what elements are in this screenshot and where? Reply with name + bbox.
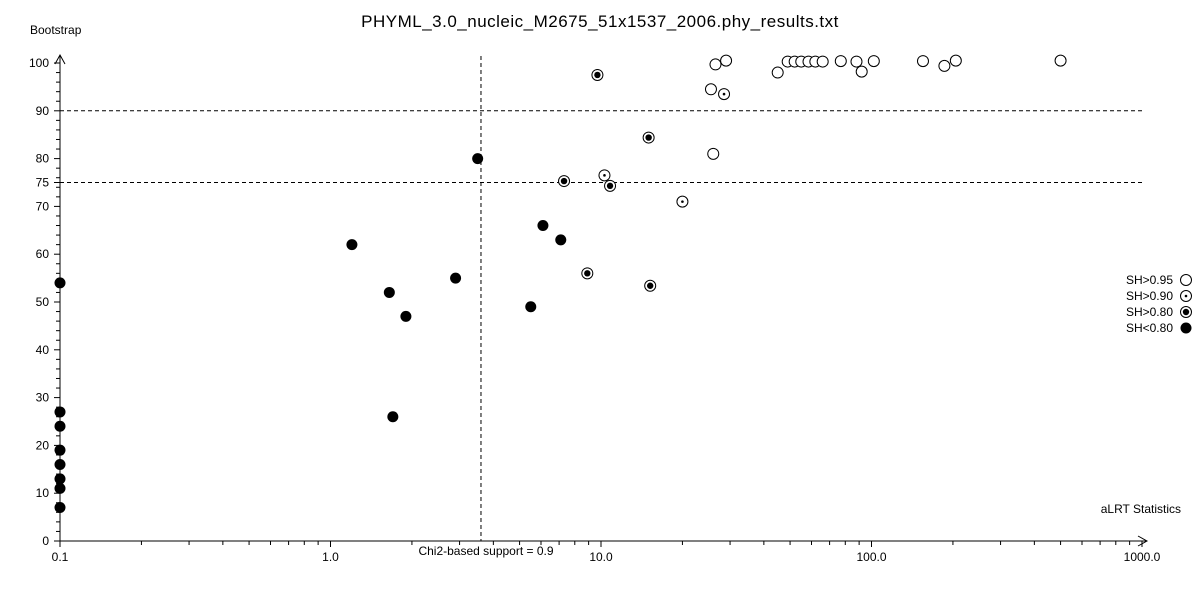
y-tick-label: 75 [36, 176, 50, 190]
data-point-dot [646, 282, 654, 289]
data-point-dot [560, 177, 568, 185]
data-point [720, 54, 733, 67]
legend-item: SH<0.80 [1126, 320, 1193, 336]
x-tick-label: 1000.0 [1124, 550, 1161, 564]
data-point [1180, 322, 1192, 334]
legend-item: SH>0.95 [1126, 272, 1193, 288]
data-point-dot [1182, 308, 1190, 316]
vertical-line-label: Chi2-based support = 0.9 [418, 544, 554, 558]
y-tick-label: 40 [36, 343, 50, 357]
legend: SH>0.95 SH>0.90 SH>0.80 SH<0.80 [1126, 272, 1193, 336]
legend-label: SH>0.80 [1125, 305, 1173, 319]
data-point [54, 502, 66, 514]
legend-item: SH>0.80 [1126, 304, 1193, 320]
x-axis-arrow [1137, 535, 1149, 547]
y-tick-label: 0 [42, 534, 49, 548]
data-point [383, 286, 395, 298]
data-point [834, 55, 847, 68]
data-point-dot [1184, 294, 1188, 298]
data-point [938, 59, 951, 72]
legend-marker-open-filled-dot-icon [1180, 306, 1192, 318]
data-point [450, 272, 462, 284]
data-point [949, 54, 962, 67]
y-tick-label: 100 [29, 56, 49, 70]
data-point-dot [722, 92, 726, 96]
data-point [54, 277, 66, 289]
data-point [54, 459, 66, 471]
data-point [525, 301, 537, 313]
y-tick-label: 80 [36, 152, 50, 166]
data-point [54, 473, 66, 485]
data-point [400, 310, 412, 322]
y-tick-label: 90 [36, 104, 50, 118]
legend-label: SH>0.95 [1125, 273, 1173, 287]
data-point [1054, 54, 1067, 67]
data-point [537, 220, 549, 232]
x-tick-label: 100.0 [856, 550, 886, 564]
data-point [54, 420, 66, 432]
data-point [707, 147, 720, 160]
y-tick-label: 60 [36, 247, 50, 261]
y-tick-label: 50 [36, 295, 50, 309]
x-axis-title: aLRT Statistics [1100, 502, 1181, 516]
data-point [472, 153, 484, 165]
data-point [387, 411, 399, 423]
y-axis-arrow [54, 53, 66, 65]
data-point [54, 444, 66, 456]
legend-marker-open-dot-icon [1180, 290, 1192, 302]
data-point [1180, 274, 1192, 286]
data-point [54, 482, 66, 494]
legend-marker-open-icon [1180, 274, 1192, 286]
data-point [867, 55, 880, 68]
y-axis-title: Bootstrap [30, 23, 82, 37]
data-point-dot [594, 71, 601, 79]
y-tick-label: 70 [36, 199, 50, 213]
x-tick-label: 10.0 [589, 550, 613, 564]
data-point [346, 239, 358, 251]
data-point [816, 55, 829, 68]
chart-title: PHYML_3.0_nucleic_M2675_51x1537_2006.phy… [361, 12, 839, 31]
data-point [771, 66, 784, 79]
y-tick-label: 10 [36, 486, 50, 500]
y-tick-label: 30 [36, 391, 50, 405]
y-tick-label: 20 [36, 438, 50, 452]
data-point [855, 65, 868, 78]
data-point-dot [584, 270, 591, 277]
data-point [704, 83, 717, 96]
legend-label: SH>0.90 [1125, 289, 1173, 303]
data-point-dot [645, 134, 652, 141]
legend-item: SH>0.90 [1126, 288, 1193, 304]
data-point-dot [603, 174, 606, 177]
data-point [916, 55, 929, 68]
x-tick-label: 1.0 [322, 550, 339, 564]
data-point-dot [606, 182, 614, 190]
legend-label: SH<0.80 [1125, 321, 1173, 335]
data-point [54, 406, 66, 418]
data-point-dot [681, 200, 684, 203]
data-point [709, 58, 722, 71]
x-tick-label: 0.1 [52, 550, 69, 564]
legend-marker-filled-icon [1180, 322, 1192, 334]
data-point [850, 55, 863, 68]
data-point [555, 234, 567, 246]
